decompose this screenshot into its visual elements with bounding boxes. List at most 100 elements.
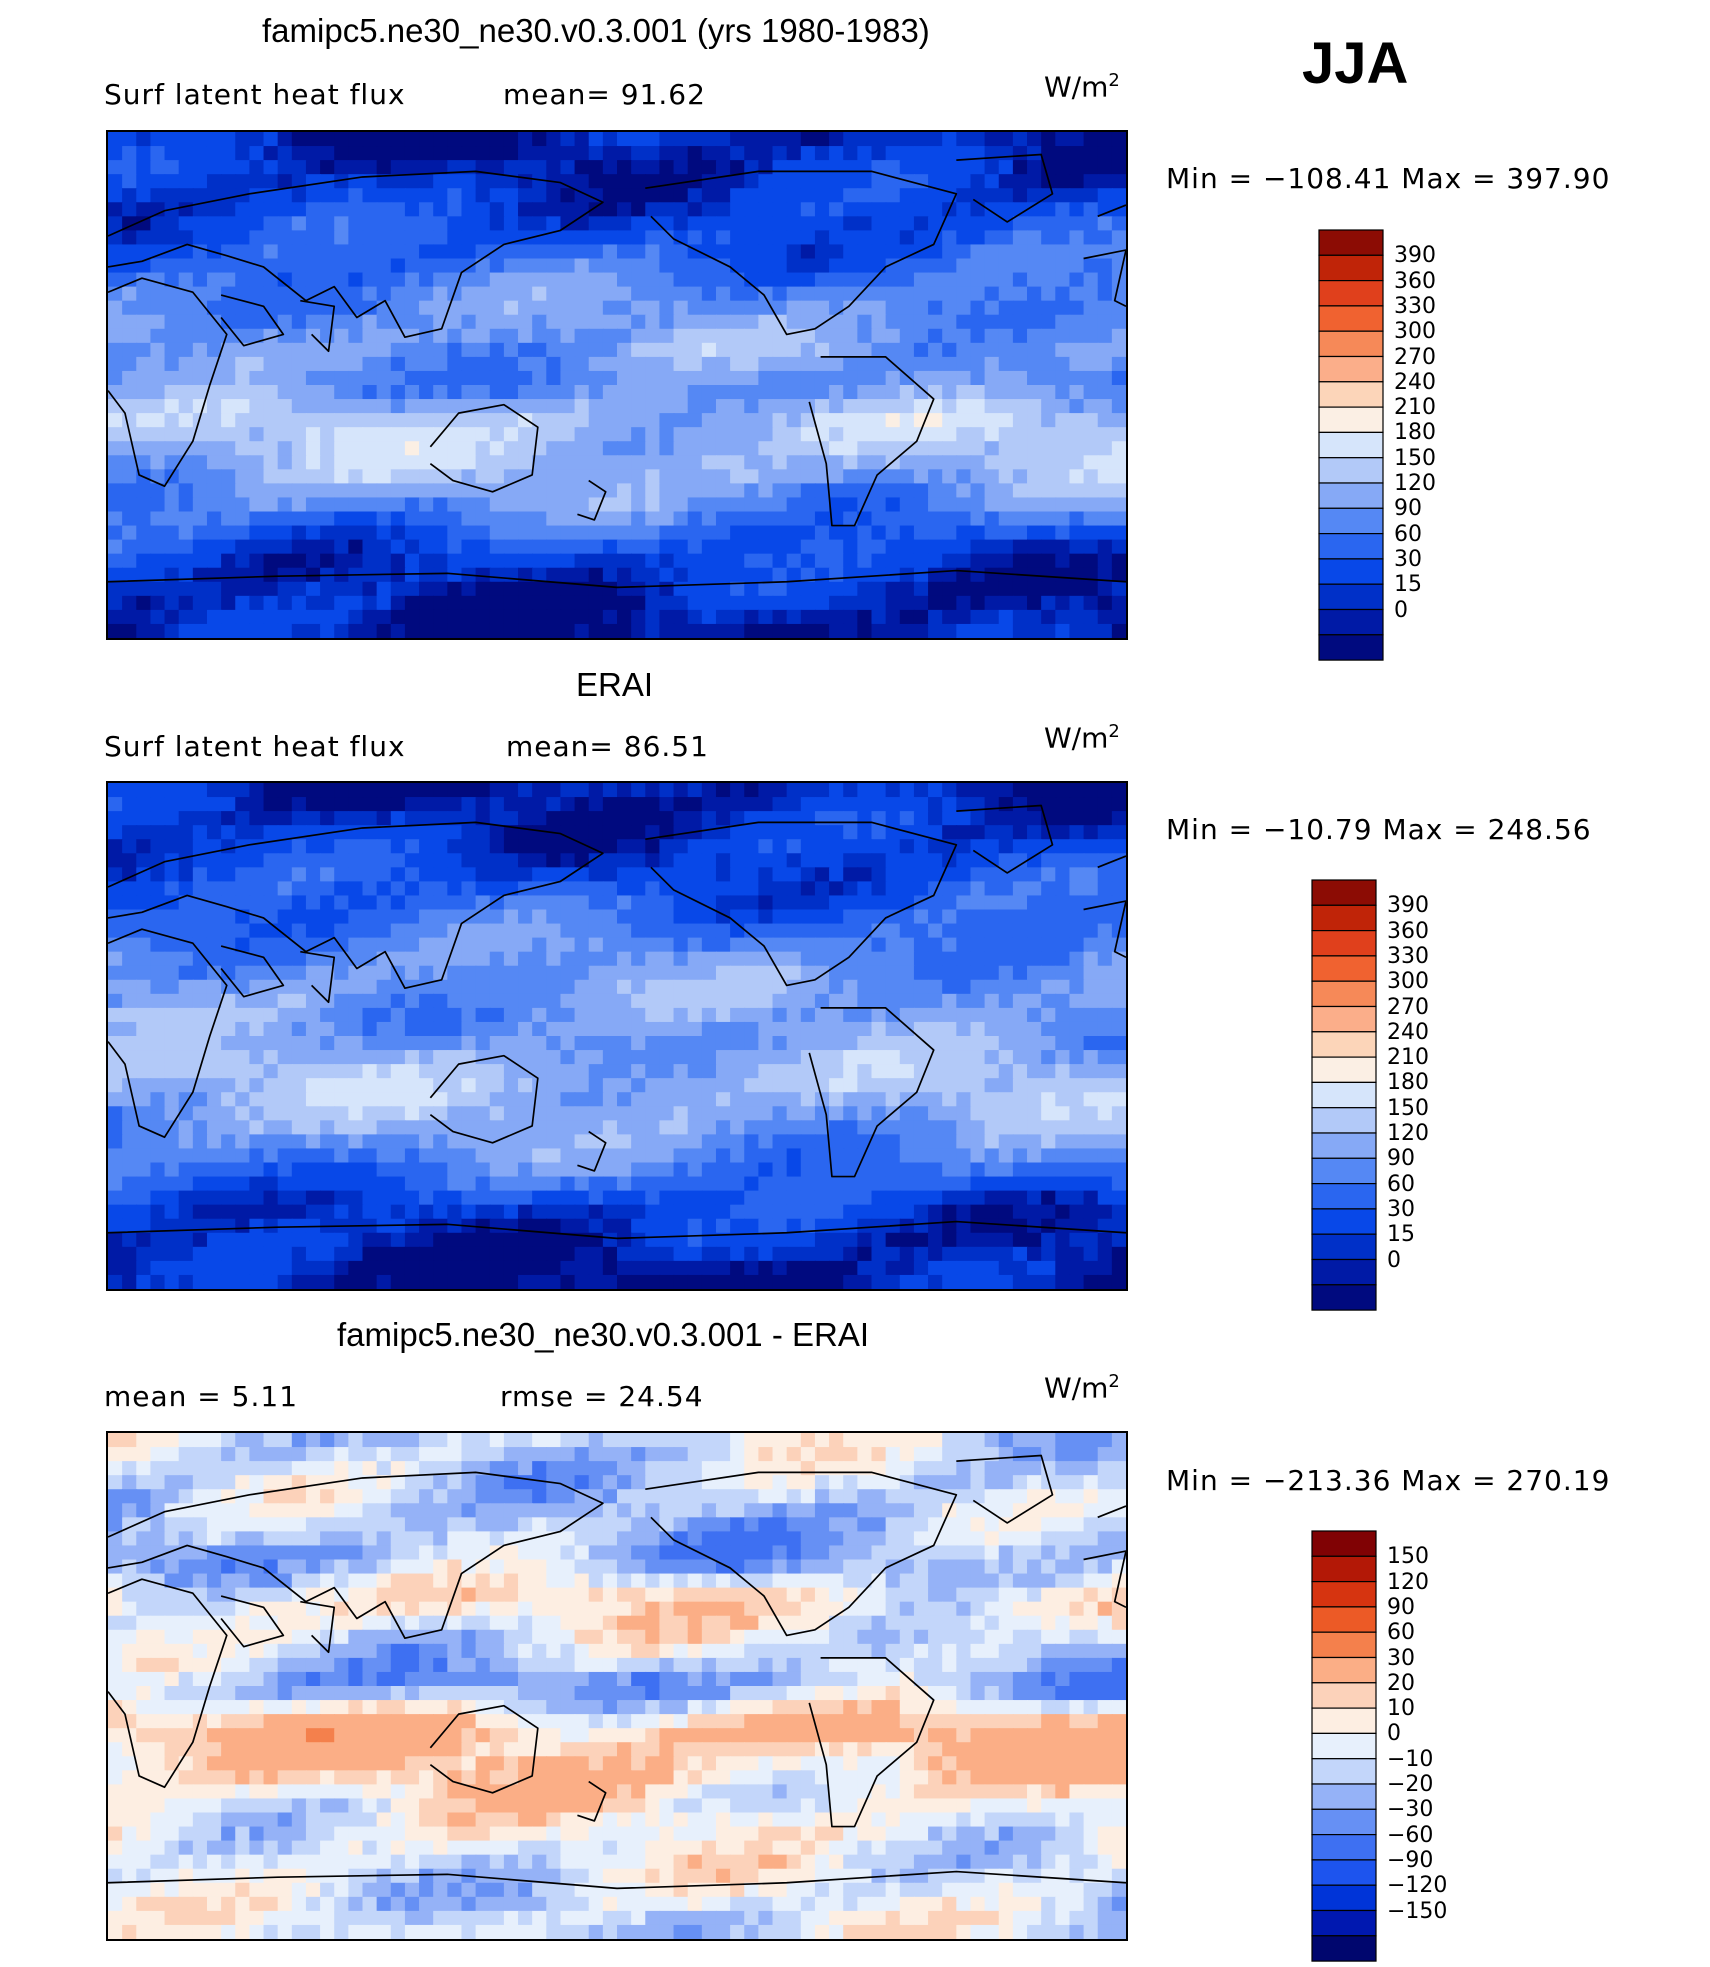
field-cell [956, 427, 972, 443]
field-cell [1012, 1176, 1028, 1192]
field-cell [970, 1050, 986, 1065]
field-cell [1027, 216, 1043, 232]
field-cell [913, 300, 929, 316]
field-cell [574, 1021, 590, 1037]
field-cell [419, 497, 435, 513]
field-cell [1069, 1190, 1085, 1206]
field-cell [998, 1106, 1014, 1122]
field-cell [588, 370, 604, 386]
field-cell [503, 286, 519, 302]
field-cell [715, 1218, 731, 1234]
field-cell [829, 825, 845, 841]
field-cell [772, 174, 788, 190]
field-cell [334, 427, 350, 443]
field-cell [178, 188, 194, 204]
field-cell [1055, 797, 1071, 812]
field-cell [631, 399, 647, 414]
field-cell [744, 567, 760, 583]
field-cell [645, 399, 661, 414]
field-cell [984, 1064, 1000, 1080]
field-cell [857, 202, 873, 218]
field-cell [857, 300, 873, 316]
field-cell [249, 286, 265, 302]
field-cell [659, 230, 675, 246]
field-cell [588, 427, 604, 443]
field-cell [871, 328, 887, 344]
field-cell [956, 979, 972, 995]
field-cell [404, 867, 420, 883]
field-cell [419, 881, 435, 897]
field-cell [871, 1148, 887, 1164]
field-cell [475, 567, 491, 583]
field-cell [532, 581, 548, 597]
field-cell [786, 244, 802, 260]
field-cell [659, 609, 675, 625]
field-cell [942, 937, 958, 953]
field-cell [277, 230, 293, 246]
field-cell [560, 160, 576, 176]
field-cell [645, 497, 661, 513]
field-cell [913, 356, 929, 372]
field-cell [305, 993, 321, 1009]
field-cell [263, 553, 279, 569]
field-cell [461, 525, 477, 541]
field-cell [1041, 286, 1057, 302]
field-cell [475, 1050, 491, 1065]
field-cell [277, 1007, 293, 1023]
field-cell [659, 979, 675, 995]
field-cell [475, 399, 491, 414]
field-cell [998, 595, 1014, 611]
field-cell [221, 497, 237, 513]
field-cell [475, 230, 491, 246]
field-cell [1041, 1021, 1057, 1037]
field-cell [376, 356, 392, 372]
field-cell [574, 811, 590, 827]
field-cell [687, 951, 703, 967]
field-cell [602, 525, 618, 541]
field-cell [574, 356, 590, 372]
panel-1-variable-label: Surf latent heat flux [104, 78, 406, 111]
field-cell [235, 455, 251, 471]
field-cell [263, 230, 279, 246]
field-cell [108, 342, 123, 358]
field-cell [489, 881, 505, 897]
field-cell [249, 413, 265, 429]
field-cell [899, 370, 915, 386]
colorbar-swatch [1318, 608, 1384, 636]
field-cell [786, 609, 802, 625]
field-cell [617, 1050, 632, 1065]
field-cell [1111, 1106, 1126, 1122]
field-cell [433, 230, 449, 246]
field-cell [786, 1078, 802, 1094]
field-cell [376, 286, 392, 302]
field-cell [814, 525, 830, 541]
field-cell [843, 272, 859, 288]
field-cell [928, 881, 944, 897]
field-cell [518, 993, 534, 1009]
field-cell [334, 511, 350, 527]
field-cell [263, 455, 279, 471]
field-cell [277, 1021, 293, 1037]
field-cell [673, 314, 689, 330]
field-cell [673, 441, 689, 457]
field-cell [305, 1120, 321, 1136]
field-cell [998, 314, 1014, 330]
field-cell [433, 455, 449, 471]
field-cell [1055, 595, 1071, 611]
field-cell [871, 413, 887, 429]
field-cell [899, 497, 915, 513]
field-cell [885, 965, 901, 981]
field-cell [645, 300, 661, 316]
field-cell [913, 881, 929, 897]
field-cell [489, 497, 505, 513]
field-cell [645, 1106, 661, 1122]
field-cell [659, 993, 675, 1009]
field-cell [560, 272, 576, 288]
field-cell [1111, 1021, 1126, 1037]
field-cell [574, 300, 590, 316]
field-cell [673, 937, 689, 953]
field-cell [786, 427, 802, 443]
field-cell [1041, 567, 1057, 583]
field-cell [277, 811, 293, 827]
field-cell [829, 1050, 845, 1065]
